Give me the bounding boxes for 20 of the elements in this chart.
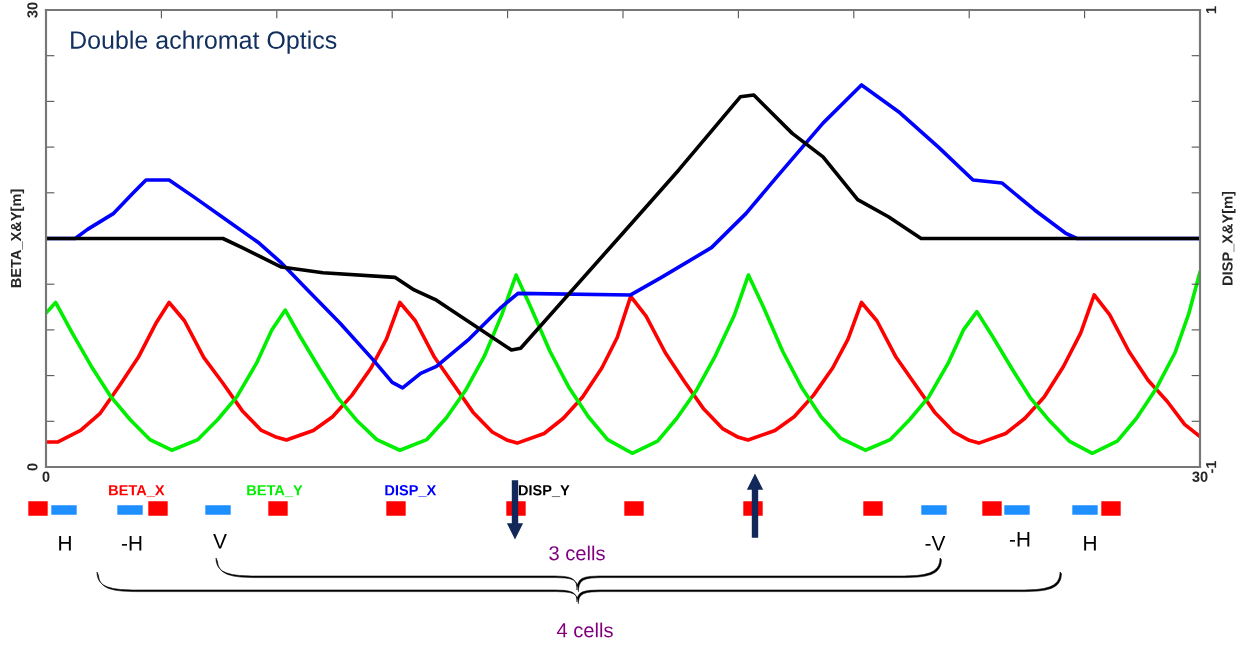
y-axis-title: BETA_X&Y[m]: [10, 189, 25, 288]
text: V: [213, 534, 227, 549]
text: -H: [1009, 532, 1030, 547]
text: Double achromat Optics: [71, 30, 337, 54]
text: BETA_Y: [247, 485, 303, 498]
text: DISP_Y: [518, 485, 570, 498]
text: H: [59, 536, 71, 551]
y2-tick-label: -1: [1206, 460, 1217, 473]
y2-tick-label: 1: [1206, 6, 1217, 14]
line-series: [46, 293, 1200, 445]
text: 3 cells: [549, 545, 605, 561]
line-series: [46, 93, 1200, 352]
text: H: [1084, 536, 1096, 551]
y2-axis-title: DISP_X&Y[m]: [1221, 191, 1236, 285]
line-series: [46, 270, 1200, 456]
text: DISP_X: [385, 485, 437, 498]
text: -V: [925, 536, 946, 551]
text: -H: [121, 536, 142, 551]
text: 4 cells: [556, 622, 613, 638]
text: BETA_X: [109, 485, 165, 498]
